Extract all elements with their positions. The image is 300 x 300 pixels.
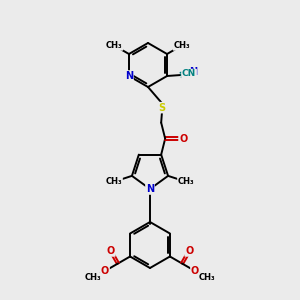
Text: O: O (191, 266, 199, 276)
Text: O: O (106, 246, 115, 256)
Text: O: O (179, 134, 187, 144)
Text: N: N (125, 71, 133, 81)
Text: CH₃: CH₃ (106, 177, 122, 186)
Text: S: S (159, 103, 166, 112)
Text: N: N (189, 67, 197, 77)
Text: CH₃: CH₃ (178, 177, 194, 186)
Text: CH₃: CH₃ (85, 274, 101, 283)
Text: O: O (185, 246, 194, 256)
Text: O: O (101, 266, 109, 276)
Text: CH₃: CH₃ (173, 41, 190, 50)
Text: N: N (146, 184, 154, 194)
Text: CH₃: CH₃ (199, 274, 215, 283)
Text: CH₃: CH₃ (106, 41, 122, 50)
Text: CN: CN (182, 70, 196, 79)
